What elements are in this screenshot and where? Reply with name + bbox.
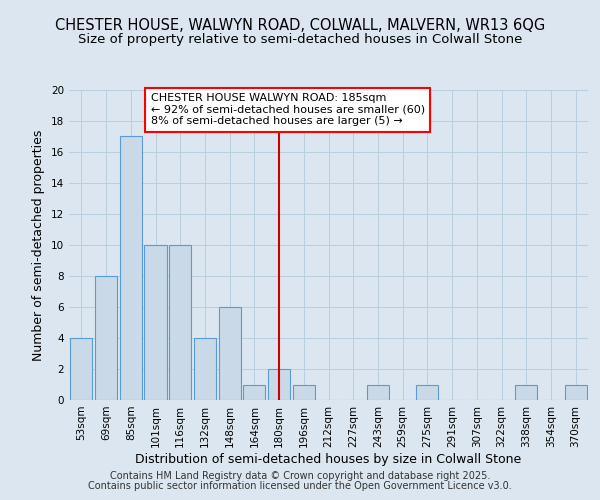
Bar bbox=[515, 384, 538, 400]
Bar bbox=[95, 276, 117, 400]
X-axis label: Distribution of semi-detached houses by size in Colwall Stone: Distribution of semi-detached houses by … bbox=[136, 452, 521, 466]
Bar bbox=[293, 384, 315, 400]
Bar bbox=[565, 384, 587, 400]
Y-axis label: Number of semi-detached properties: Number of semi-detached properties bbox=[32, 130, 46, 360]
Text: CHESTER HOUSE, WALWYN ROAD, COLWALL, MALVERN, WR13 6QG: CHESTER HOUSE, WALWYN ROAD, COLWALL, MAL… bbox=[55, 18, 545, 32]
Bar bbox=[70, 338, 92, 400]
Bar bbox=[416, 384, 439, 400]
Bar bbox=[169, 245, 191, 400]
Bar bbox=[145, 245, 167, 400]
Bar bbox=[243, 384, 265, 400]
Bar bbox=[119, 136, 142, 400]
Bar bbox=[268, 369, 290, 400]
Text: Size of property relative to semi-detached houses in Colwall Stone: Size of property relative to semi-detach… bbox=[78, 32, 522, 46]
Bar bbox=[194, 338, 216, 400]
Bar bbox=[367, 384, 389, 400]
Text: CHESTER HOUSE WALWYN ROAD: 185sqm
← 92% of semi-detached houses are smaller (60): CHESTER HOUSE WALWYN ROAD: 185sqm ← 92% … bbox=[151, 93, 425, 126]
Text: Contains HM Land Registry data © Crown copyright and database right 2025.: Contains HM Land Registry data © Crown c… bbox=[110, 471, 490, 481]
Text: Contains public sector information licensed under the Open Government Licence v3: Contains public sector information licen… bbox=[88, 481, 512, 491]
Bar bbox=[218, 307, 241, 400]
